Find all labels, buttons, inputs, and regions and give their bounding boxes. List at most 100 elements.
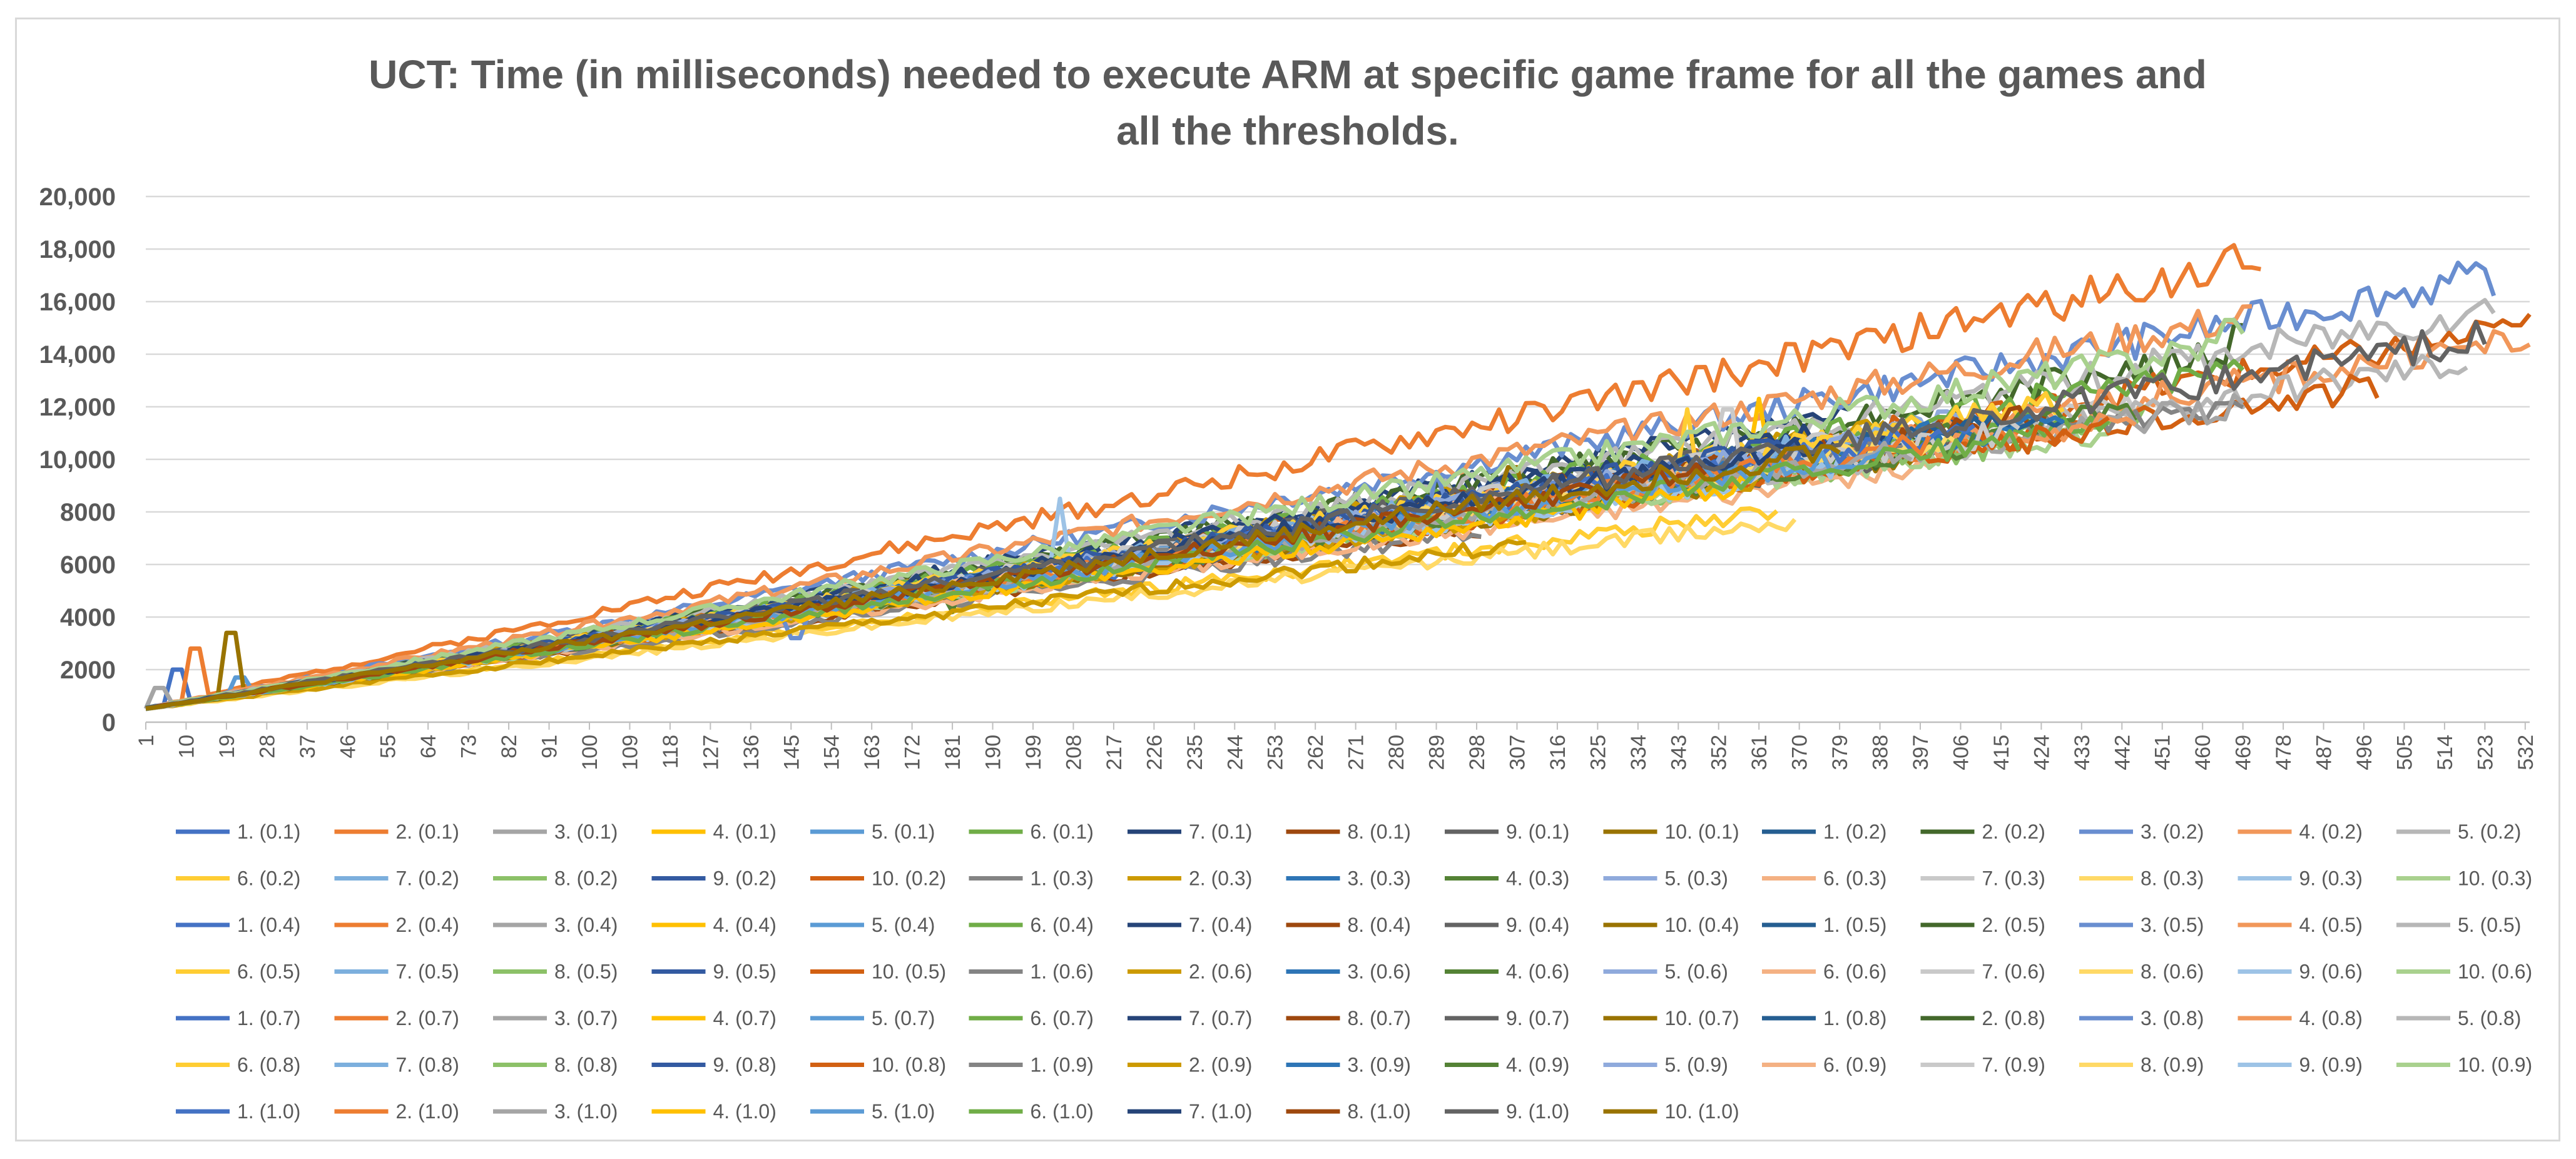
x-tick-label: 145 [780, 735, 803, 770]
legend-label: 6. (0.4) [1031, 914, 1094, 936]
legend-label: 10. (0.6) [2458, 961, 2532, 983]
legend-label: 2. (0.2) [1982, 820, 2045, 843]
chart-title-line-1: UCT: Time (in milliseconds) needed to ex… [369, 52, 2207, 97]
legend-label: 1. (0.7) [237, 1007, 300, 1029]
chart-frame: UCT: Time (in milliseconds) needed to ex… [15, 18, 2560, 1141]
x-tick-label: 262 [1304, 735, 1328, 770]
legend-label: 1. (0.9) [1031, 1054, 1094, 1076]
series-line [145, 260, 2497, 710]
legend-label: 9. (0.9) [2299, 1054, 2363, 1076]
x-tick-label: 46 [336, 735, 360, 758]
x-tick-label: 172 [901, 735, 925, 770]
legend-label: 7. (0.7) [1189, 1007, 1252, 1029]
x-tick-label: 244 [1223, 735, 1247, 770]
legend-label: 8. (0.1) [1348, 820, 1411, 843]
x-tick-label: 91 [538, 735, 562, 758]
legend-label: 7. (0.2) [396, 867, 459, 890]
y-tick-label: 16,000 [39, 288, 116, 316]
x-tick-label: 424 [2030, 735, 2054, 770]
x-tick-label: 379 [1828, 735, 1852, 770]
legend-label: 5. (0.5) [2458, 914, 2521, 936]
legend-label: 1. (0.3) [1031, 867, 1094, 890]
legend-label: 10. (0.7) [1665, 1007, 1739, 1029]
legend-label: 10. (1.0) [1665, 1100, 1739, 1123]
chart-title-line-2: all the thresholds. [1116, 108, 1459, 153]
legend-label: 2. (0.6) [1189, 961, 1252, 983]
legend-label: 9. (0.7) [1506, 1007, 1569, 1029]
legend-label: 9. (0.2) [713, 867, 776, 890]
legend-label: 6. (1.0) [1031, 1100, 1094, 1123]
y-tick-label: 2000 [60, 656, 116, 684]
series-line [145, 243, 2261, 711]
x-tick-label: 82 [497, 735, 521, 758]
legend-label: 4. (0.1) [713, 820, 776, 843]
legend-label: 10. (0.9) [2458, 1054, 2532, 1076]
legend-label: 8. (0.7) [1348, 1007, 1411, 1029]
x-tick-label: 487 [2313, 735, 2336, 770]
legend-label: 3. (1.0) [554, 1100, 618, 1123]
legend-label: 7. (1.0) [1189, 1100, 1252, 1123]
x-tick-label: 208 [1062, 735, 1086, 770]
legend-label: 9. (0.1) [1506, 820, 1569, 843]
legend-label: 5. (0.7) [872, 1007, 935, 1029]
legend-label: 1. (1.0) [237, 1100, 300, 1123]
x-tick-label: 280 [1385, 735, 1408, 770]
x-tick-label: 190 [982, 735, 1005, 770]
x-tick-label: 271 [1345, 735, 1368, 770]
legend-label: 7. (0.9) [1982, 1054, 2045, 1076]
y-tick-label: 12,000 [39, 394, 116, 421]
legend-label: 8. (0.9) [2141, 1054, 2204, 1076]
legend-label: 8. (1.0) [1348, 1100, 1411, 1123]
x-tick-label: 226 [1143, 735, 1166, 770]
x-tick-label: 298 [1465, 735, 1489, 770]
legend-label: 5. (0.1) [872, 820, 935, 843]
legend-label: 5. (0.3) [1665, 867, 1728, 890]
legend-label: 5. (0.4) [872, 914, 935, 936]
x-tick-label: 496 [2353, 735, 2376, 770]
x-tick-label: 514 [2433, 735, 2457, 770]
legend-label: 3. (0.2) [2141, 820, 2204, 843]
legend-label: 7. (0.5) [396, 961, 459, 983]
x-tick-label: 370 [1788, 735, 1812, 770]
series-line [145, 539, 1527, 712]
legend-label: 10. (0.4) [1665, 914, 1739, 936]
legend-label: 9. (0.4) [1506, 914, 1569, 936]
legend-label: 4. (0.6) [1506, 961, 1569, 983]
legend-label: 2. (0.9) [1189, 1054, 1252, 1076]
legend-label: 6. (0.1) [1031, 820, 1094, 843]
y-tick-label: 18,000 [39, 236, 116, 263]
x-tick-label: 325 [1586, 735, 1610, 770]
legend-label: 4. (1.0) [713, 1100, 776, 1123]
legend-label: 10. (0.1) [1665, 820, 1739, 843]
x-tick-label: 361 [1748, 735, 1771, 770]
series-line [145, 317, 2245, 710]
y-tick-label: 0 [102, 709, 116, 737]
legend-label: 4. (0.5) [2299, 914, 2363, 936]
x-tick-label: 352 [1708, 735, 1731, 770]
x-tick-label: 64 [417, 735, 440, 758]
y-tick-label: 14,000 [39, 341, 116, 369]
x-tick-label: 415 [1990, 735, 2013, 770]
legend-label: 8. (0.2) [554, 867, 618, 890]
legend-label: 4. (0.4) [713, 914, 776, 936]
series-line [145, 518, 1797, 712]
x-tick-label: 523 [2473, 735, 2497, 770]
legend-label: 4. (0.9) [1506, 1054, 1569, 1076]
legend-label: 9. (1.0) [1506, 1100, 1569, 1123]
legend-label: 9. (0.8) [713, 1054, 776, 1076]
legend-label: 6. (0.2) [237, 867, 300, 890]
x-tick-label: 289 [1425, 735, 1449, 770]
y-tick-label: 4000 [60, 604, 116, 631]
legend-label: 3. (0.4) [554, 914, 618, 936]
x-tick-label: 100 [578, 735, 602, 770]
legend-label: 10. (0.5) [872, 961, 946, 983]
y-axis-ticks: 0 2000 4000 6000 8000 10,000 12,000 14,000 16,00… [39, 183, 116, 737]
legend-label: 2. (0.5) [1982, 914, 2045, 936]
legend-label: 7. (0.3) [1982, 867, 2045, 890]
x-tick-label: 10 [175, 735, 198, 758]
legend-label: 3. (0.5) [2141, 914, 2204, 936]
legend-label: 5. (0.9) [1665, 1054, 1728, 1076]
legend-label: 9. (0.6) [2299, 961, 2363, 983]
legend-label: 4. (0.7) [713, 1007, 776, 1029]
series-line [145, 320, 2487, 711]
